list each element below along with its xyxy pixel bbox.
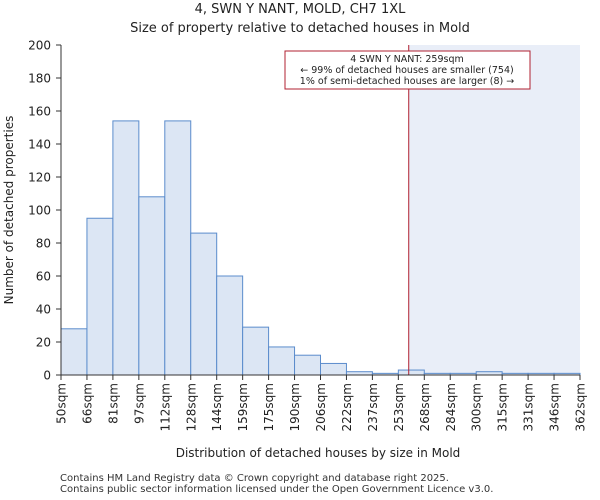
y-tick-label: 100 (28, 204, 51, 218)
x-tick-label: 222sqm (340, 383, 354, 431)
x-tick-label: 362sqm (574, 383, 588, 431)
chart-subtitle: Size of property relative to detached ho… (130, 21, 470, 36)
y-tick-label: 140 (28, 138, 51, 152)
x-tick-label: 144sqm (210, 383, 224, 431)
bar-144sqm (216, 275, 244, 376)
bar-206sqm (320, 362, 347, 376)
y-tick-label: 160 (28, 105, 51, 119)
x-tick-label: 300sqm (470, 383, 484, 431)
x-axis-label: Distribution of detached houses by size … (176, 446, 461, 460)
bar-128sqm (190, 232, 218, 376)
bar-159sqm (242, 326, 270, 376)
y-tick-label: 0 (43, 369, 51, 383)
x-tick-label: 206sqm (314, 383, 328, 431)
annotation-box: 4 SWN Y NANT: 259sqm ← 99% of detached h… (284, 50, 531, 90)
x-tick-label: 190sqm (288, 383, 302, 431)
footer-line-1: Contains HM Land Registry data © Crown c… (60, 473, 449, 484)
y-tick-label: 120 (28, 171, 51, 185)
x-tick-label: 66sqm (80, 383, 94, 424)
x-tick-label: 237sqm (366, 383, 380, 431)
plot-area: 0 20 40 60 80 100 120 140 160 180 200 50sqm 66sqm 81… (28, 39, 587, 432)
bar-175sqm (268, 346, 296, 376)
bar-50sqm (60, 328, 88, 376)
x-tick-label: 175sqm (262, 383, 276, 431)
x-tick-label: 268sqm (418, 383, 432, 431)
larger-size-shade (408, 45, 580, 375)
annotation-line-3: 1% of semi-detached houses are larger (8… (300, 76, 514, 87)
x-tick-label: 112sqm (158, 383, 172, 431)
y-tick-label: 180 (28, 72, 51, 86)
annotation-line-1: 4 SWN Y NANT: 259sqm (350, 54, 464, 65)
x-tick-label: 315sqm (496, 383, 510, 431)
footer-line-2: Contains public sector information licen… (60, 484, 494, 495)
x-tick-label: 159sqm (236, 383, 250, 431)
y-axis: 0 20 40 60 80 100 120 140 160 180 200 (28, 39, 61, 383)
bars-group (60, 120, 581, 376)
chart-title: 4, SWN Y NANT, MOLD, CH7 1XL (195, 2, 407, 17)
annotation-line-2: ← 99% of detached houses are smaller (75… (300, 65, 513, 76)
y-tick-label: 60 (36, 270, 51, 284)
y-tick-label: 200 (28, 39, 51, 53)
x-tick-label: 346sqm (548, 383, 562, 431)
x-axis: 50sqm 66sqm 81sqm 97sqm 112sqm 128sqm 144sqm 15… (55, 375, 588, 431)
y-tick-label: 20 (36, 336, 51, 350)
x-tick-label: 331sqm (522, 383, 536, 431)
bar-66sqm (86, 217, 114, 376)
x-tick-label: 128sqm (184, 383, 198, 431)
y-tick-label: 80 (36, 237, 51, 251)
bar-81sqm (112, 120, 140, 376)
x-tick-label: 50sqm (55, 383, 69, 424)
y-axis-label: Number of detached properties (2, 116, 16, 305)
bar-190sqm (294, 354, 321, 376)
bar-253sqm (397, 369, 425, 376)
bar-97sqm (138, 196, 166, 376)
bar-112sqm (164, 120, 192, 376)
x-tick-label: 97sqm (132, 383, 146, 424)
x-tick-label: 253sqm (392, 383, 406, 431)
x-tick-label: 81sqm (106, 383, 120, 424)
y-tick-label: 40 (36, 303, 51, 317)
x-tick-label: 284sqm (444, 383, 458, 431)
